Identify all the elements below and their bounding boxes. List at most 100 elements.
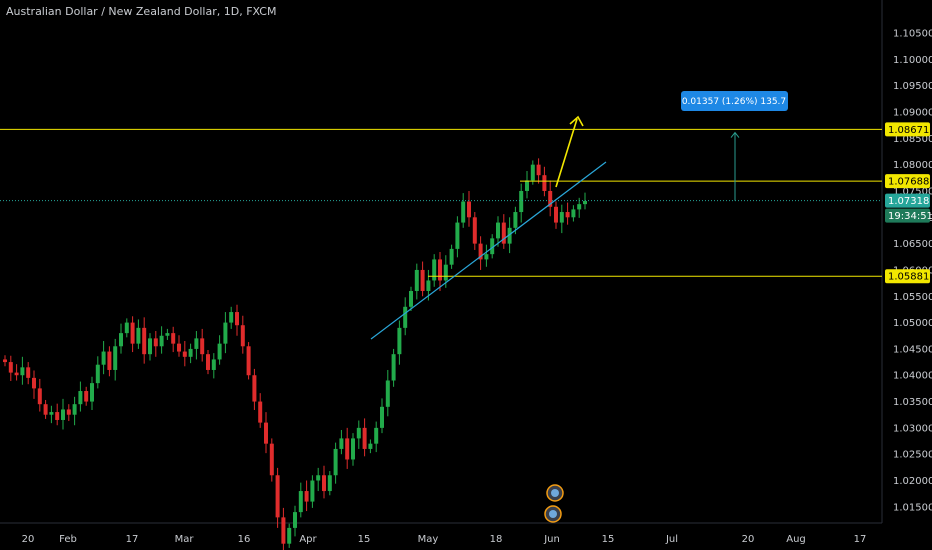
- candle-body: [49, 412, 54, 415]
- candle-body: [542, 175, 547, 191]
- candle-body: [426, 280, 431, 292]
- chart-title: Australian Dollar / New Zealand Dollar, …: [6, 5, 277, 18]
- candle-body: [530, 164, 535, 181]
- measure-badge: [681, 91, 788, 111]
- candle-body: [362, 427, 367, 449]
- price-tick-label: 1.09500: [893, 81, 932, 92]
- candle-body: [467, 201, 471, 218]
- candle-body: [322, 475, 326, 492]
- candle-body: [443, 264, 448, 281]
- candle-body: [548, 190, 553, 207]
- candle-body: [281, 517, 286, 544]
- candle-body: [414, 269, 419, 292]
- candle-body: [310, 480, 315, 502]
- candle-body: [565, 212, 570, 218]
- candle-body: [165, 333, 170, 336]
- candle-body: [14, 372, 19, 376]
- candle-body: [246, 346, 251, 376]
- time-tick-label: 17: [854, 534, 867, 545]
- time-tick-label: 20: [22, 534, 35, 545]
- candle-body: [327, 475, 332, 492]
- time-tick-label: 15: [602, 534, 615, 545]
- current-price-badge: [885, 193, 930, 208]
- candle-body: [153, 338, 158, 347]
- candle-body: [438, 259, 442, 281]
- candle-body: [72, 404, 77, 415]
- candle-body: [107, 351, 112, 370]
- measure-arrow-head: [730, 131, 740, 138]
- level-badge: [885, 122, 930, 137]
- level-price-label: 1.05881: [888, 272, 929, 283]
- candle-body: [95, 364, 100, 384]
- projection-arrow-line: [555, 118, 578, 188]
- countdown-label: 19:34:51: [888, 211, 932, 222]
- candle-body: [200, 338, 205, 355]
- candle-body: [252, 375, 257, 402]
- price-tick-label: 1.06500: [893, 239, 932, 250]
- projection-arrow-head: [569, 115, 584, 127]
- price-tick-label: 1.03000: [893, 423, 932, 434]
- candle-body: [269, 443, 274, 476]
- time-tick-label: 15: [358, 534, 371, 545]
- trend-line: [370, 161, 607, 340]
- candle-body: [496, 222, 500, 239]
- price-tick-label: 1.05500: [893, 292, 932, 303]
- candle-body: [258, 401, 263, 423]
- candle-body: [217, 343, 222, 360]
- time-tick-label: 20: [742, 534, 755, 545]
- candle-body: [287, 527, 292, 544]
- candle-body: [501, 222, 506, 244]
- flag-icon: [549, 510, 557, 518]
- candle-body: [490, 238, 495, 255]
- candle-body: [206, 354, 210, 370]
- time-tick-label: Jul: [665, 534, 678, 545]
- candle-body: [583, 200, 587, 205]
- candle-body: [455, 222, 460, 249]
- countdown-badge: [885, 208, 930, 223]
- candle-body: [26, 367, 31, 378]
- candle-body: [84, 391, 89, 402]
- price-tick-label: 1.09000: [893, 108, 932, 119]
- candle-body: [293, 512, 297, 528]
- candle-body: [345, 438, 350, 460]
- candle-body: [536, 164, 541, 176]
- candle-body: [264, 422, 268, 444]
- candle-body: [478, 243, 483, 260]
- level-badge: [885, 269, 930, 284]
- price-tick-label: 1.04500: [893, 344, 932, 355]
- candle-body: [519, 190, 524, 213]
- candle-body: [298, 491, 303, 513]
- candle-body: [351, 438, 355, 460]
- price-tick-label: 1.02000: [893, 476, 932, 487]
- candle-body: [223, 322, 228, 344]
- price-tick-label: 1.04000: [893, 371, 932, 382]
- candle-body: [130, 322, 135, 344]
- candle-body: [136, 327, 141, 344]
- candle-body: [513, 212, 518, 228]
- level-price-label: 1.07688: [888, 177, 929, 188]
- candle-body: [113, 346, 118, 370]
- candle-body: [397, 327, 402, 355]
- candle-body: [356, 427, 361, 439]
- time-tick-label: 18: [490, 534, 503, 545]
- candle-body: [432, 259, 437, 281]
- time-tick-label: Apr: [299, 534, 317, 545]
- candle-body: [20, 367, 25, 376]
- candle-body: [461, 201, 466, 223]
- candle-body: [472, 217, 477, 244]
- candle-body: [78, 391, 83, 405]
- time-tick-label: Feb: [59, 534, 77, 545]
- candle-body: [101, 351, 106, 365]
- candle-body: [194, 338, 199, 349]
- candle-body: [43, 404, 48, 415]
- candle-body: [90, 383, 94, 402]
- time-tick-label: May: [418, 534, 439, 545]
- price-tick-label: 1.10500: [893, 29, 932, 40]
- price-tick-label: 1.05000: [893, 318, 932, 329]
- candle-body: [577, 204, 582, 210]
- candle-body: [339, 438, 344, 449]
- candle-body: [240, 325, 245, 347]
- candle-body: [177, 343, 181, 352]
- level-badge: [885, 174, 930, 189]
